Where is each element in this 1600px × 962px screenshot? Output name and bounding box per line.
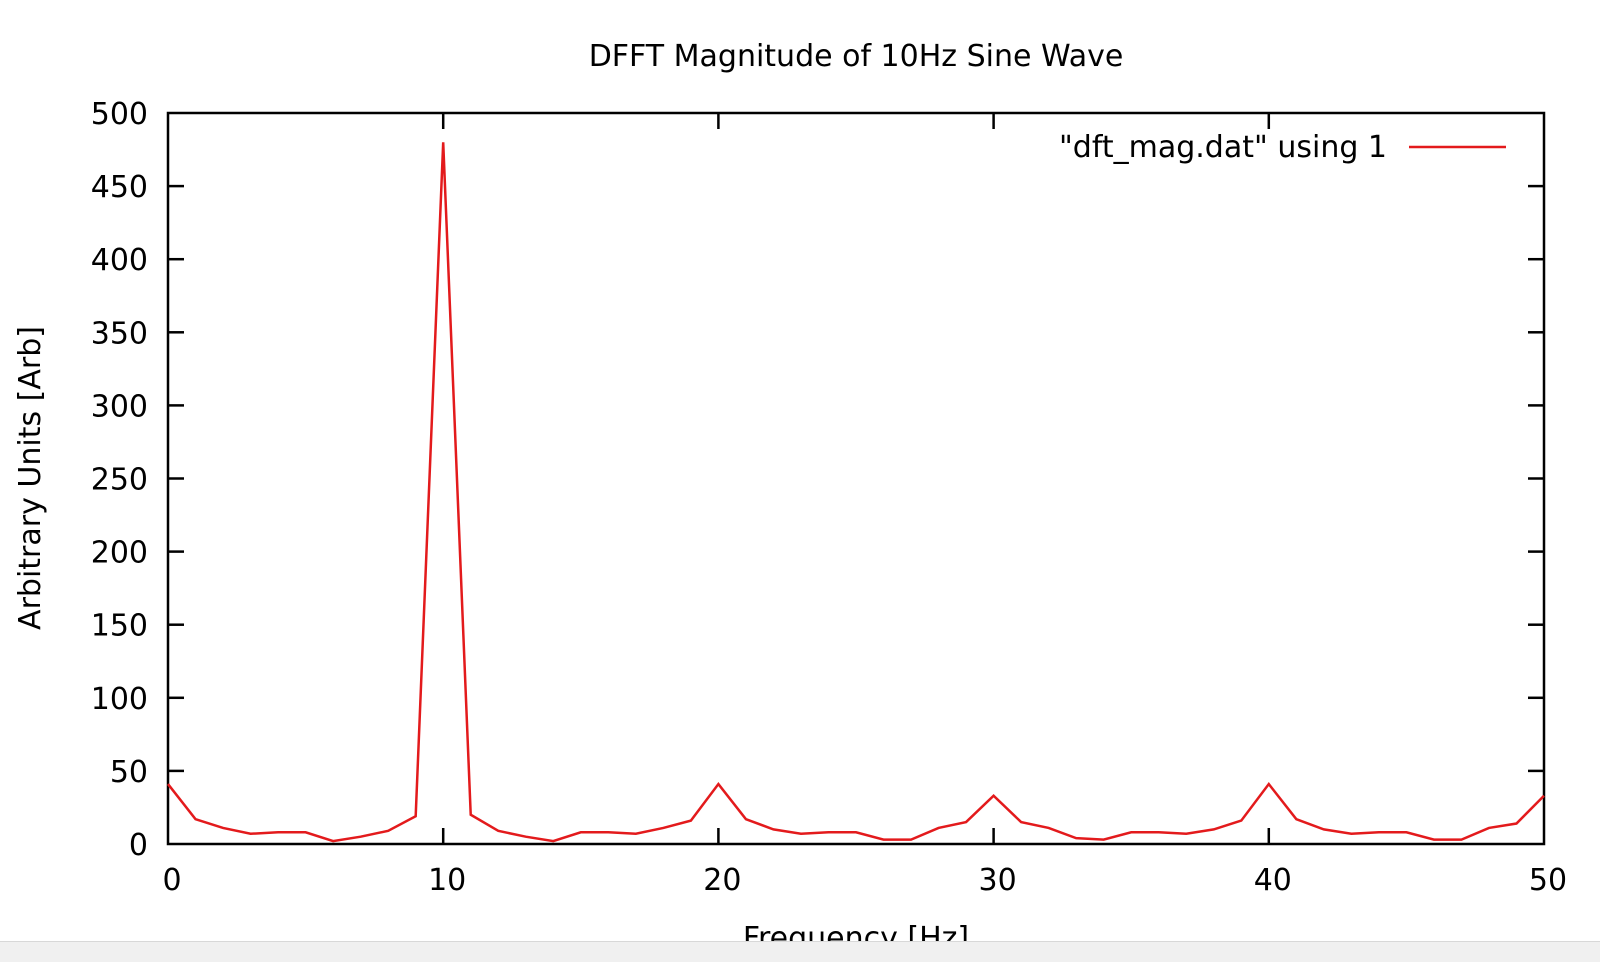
legend: "dft_mag.dat" using 1 bbox=[1059, 130, 1506, 165]
plot-frame bbox=[166, 111, 1546, 846]
x-tick-label: 30 bbox=[979, 863, 1017, 898]
series-line-0 bbox=[167, 142, 1545, 843]
y-tick-label: 450 bbox=[91, 170, 148, 205]
y-tick-label: 300 bbox=[91, 389, 148, 424]
y-tick-label: 50 bbox=[110, 755, 148, 790]
x-tick-label: 20 bbox=[703, 863, 741, 898]
tick-marks bbox=[168, 113, 1544, 844]
y-tick-label: 250 bbox=[91, 463, 148, 498]
y-tick-label: 100 bbox=[91, 682, 148, 717]
y-tick-label: 0 bbox=[129, 828, 148, 863]
series-layer bbox=[167, 142, 1545, 843]
y-tick-label: 350 bbox=[91, 316, 148, 351]
legend-label: "dft_mag.dat" using 1 bbox=[1059, 130, 1387, 165]
x-tick-label: 50 bbox=[1529, 863, 1567, 898]
y-tick-label: 400 bbox=[91, 243, 148, 278]
y-tick-label: 500 bbox=[91, 97, 148, 132]
chart-title: DFFT Magnitude of 10Hz Sine Wave bbox=[589, 39, 1124, 74]
x-tick-label: 0 bbox=[162, 863, 181, 898]
y-tick-label: 150 bbox=[91, 609, 148, 644]
x-tick-label: 40 bbox=[1254, 863, 1292, 898]
y-axis-label: Arbitrary Units [Arb] bbox=[13, 326, 48, 630]
tick-labels: 0 10 20 30 40 5005010015020025030035040045050… bbox=[91, 97, 1567, 898]
x-tick-label: 10 bbox=[428, 863, 466, 898]
window-bottom-strip bbox=[0, 941, 1600, 962]
y-tick-label: 200 bbox=[91, 536, 148, 571]
